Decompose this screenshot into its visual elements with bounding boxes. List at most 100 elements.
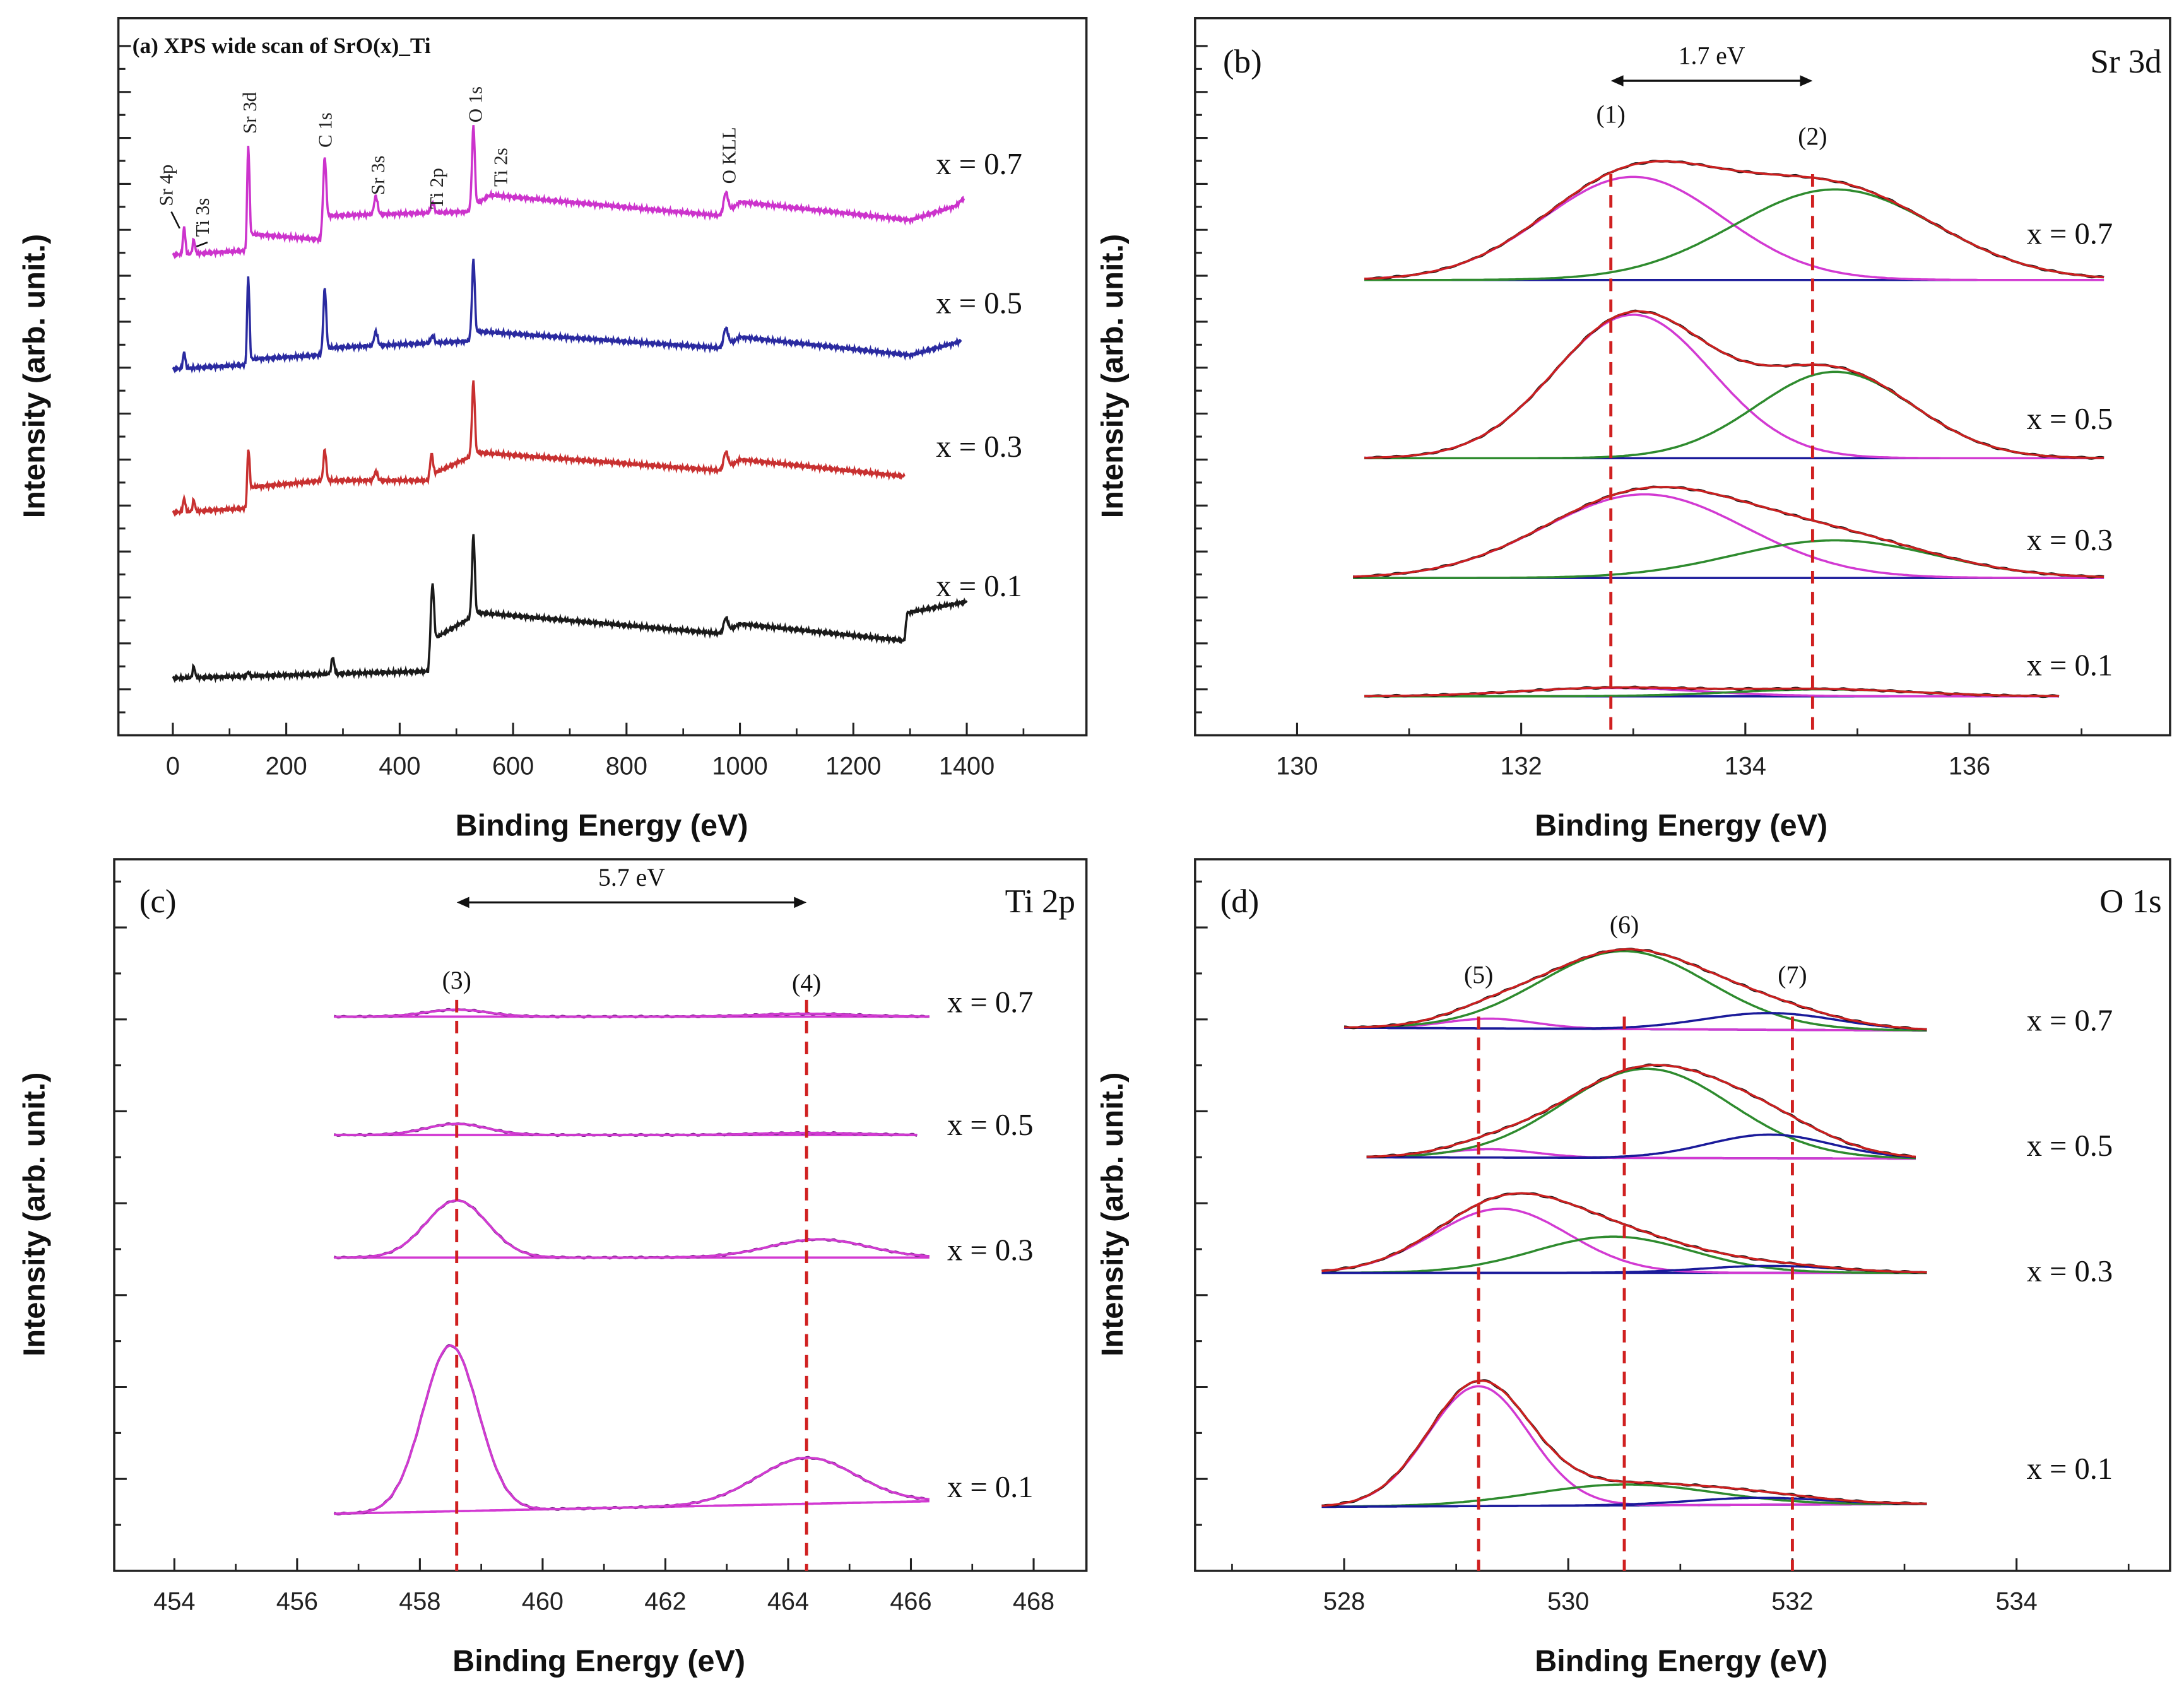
fit-envelope-line: [1353, 486, 2104, 578]
fit-component-line: [1366, 1133, 1916, 1159]
x-tick-label: 130: [1276, 752, 1318, 780]
x-tick-label: 532: [1771, 1588, 1813, 1616]
x-tick-label: 800: [606, 752, 647, 780]
spectrum-line: [172, 534, 968, 684]
x-tick-label: 136: [1949, 752, 1990, 780]
fit-component-line: [1364, 370, 2104, 460]
peak-marker-label: (7): [1778, 961, 1807, 989]
plot-frame: [1194, 16, 2171, 737]
series-label: x = 0.1: [947, 1470, 1034, 1504]
x-tick-label: 456: [276, 1588, 318, 1616]
peak-annotation: O 1s: [464, 86, 487, 123]
x-tick-label: 400: [379, 752, 420, 780]
series-label: x = 0.5: [2027, 402, 2113, 436]
y-axis-title-d: Intensity (arb. unit.): [1095, 1073, 1130, 1356]
y-axis-title-b: Intensity (arb. unit.): [1095, 234, 1130, 518]
panel-a-wide-scan: 0 200 400 600 800 1000 1200 1400 x = 0.7 x = 0.5 x…: [117, 16, 1088, 780]
panel-d-corner-label: O 1s: [2099, 883, 2162, 920]
peak-annotation: Sr 3d: [239, 91, 261, 134]
fit-envelope-line: [334, 1199, 930, 1259]
series-label: x = 0.3: [936, 430, 1022, 464]
x-tick-label: 1000: [712, 752, 767, 780]
series-label: x = 0.5: [947, 1108, 1034, 1142]
panel-c-ti2p: 454 456 458 460 462 464 466 468 x = 0.7 x = 0.5 x …: [113, 858, 1088, 1616]
series-label: x = 0.3: [2027, 1254, 2113, 1288]
fit-component-line: [334, 1344, 930, 1515]
peak-annotation: Ti 3s: [191, 198, 213, 237]
fit-envelope-line: [334, 1344, 930, 1515]
fit-envelope-line: [1344, 948, 1927, 1031]
x-axis-title-d: Binding Energy (eV): [1535, 1644, 1827, 1678]
series-label: x = 0.1: [2027, 1452, 2113, 1486]
series-label: x = 0.7: [2027, 1003, 2113, 1037]
series-label: x = 0.1: [2027, 649, 2113, 683]
peak-annotation: Ti 2s: [489, 148, 511, 187]
x-axis-title-c: Binding Energy (eV): [452, 1644, 745, 1678]
y-axis-title-a: Intensity (arb. unit.): [18, 234, 52, 518]
x-tick-label: 462: [644, 1588, 686, 1616]
x-tick-label: 458: [399, 1588, 440, 1616]
plot-frame: [113, 858, 1088, 1572]
fit-envelope-line: [1364, 686, 2060, 698]
x-tick-label: 600: [492, 752, 534, 780]
fit-envelope-line: [1321, 1192, 1927, 1274]
x-axis-title-b: Binding Energy (eV): [1535, 808, 1827, 842]
fit-envelope-line: [334, 1008, 930, 1018]
x-tick-label: 454: [153, 1588, 195, 1616]
fit-envelope-line: [1364, 160, 2104, 280]
separation-label: 5.7 eV: [598, 864, 665, 891]
x-tick-label: 132: [1501, 752, 1542, 780]
peak-marker-label: (3): [442, 967, 471, 994]
fit-component-line: [1321, 1208, 1927, 1274]
spectrum-line: [172, 259, 962, 374]
fit-component-line: [1364, 175, 2104, 281]
fit-component-line: [1353, 539, 2104, 579]
arrow-head-right-icon: [1800, 75, 1813, 86]
peak-marker-label: (5): [1464, 961, 1493, 989]
peak-annotation: O KLL: [717, 127, 740, 184]
fit-component-line: [1344, 1012, 1927, 1031]
spectrum-line: [172, 125, 965, 260]
arrow-head-right-icon: [794, 897, 807, 908]
peak-annotation: C 1s: [314, 112, 336, 148]
x-tick-label: 1400: [939, 752, 995, 780]
y-axis-title-c: Intensity (arb. unit.): [18, 1073, 52, 1356]
peak-marker-label: (6): [1610, 911, 1639, 939]
arrow-head-left-icon: [456, 897, 469, 908]
panel-b-sr3d: 130 132 134 136 x = 0.7 x = 0.5 x = 0.3 x = 0.1…: [1194, 16, 2171, 780]
peak-annotation: Sr 4p: [155, 165, 177, 206]
fit-component-line: [1366, 1067, 1916, 1160]
x-tick-label: 468: [1013, 1588, 1054, 1616]
series-label: x = 0.3: [947, 1233, 1034, 1267]
measured-spectrum-line: [1352, 485, 2104, 579]
peak-marker-label: (4): [792, 970, 821, 997]
x-tick-label: 464: [767, 1588, 809, 1616]
series-label: x = 0.7: [2027, 216, 2113, 250]
fit-component-line: [1364, 188, 2104, 281]
fit-component-line: [334, 1199, 930, 1259]
x-tick-label: 528: [1323, 1588, 1365, 1616]
fit-component-line: [1344, 949, 1927, 1032]
series-label: x = 0.7: [947, 985, 1034, 1020]
x-tick-label: 1200: [825, 752, 881, 780]
fit-envelope-line: [1366, 1064, 1916, 1158]
peak-annotation: Ti 2p: [425, 168, 447, 209]
panel-c-corner-label: Ti 2p: [1005, 883, 1075, 920]
series-label: x = 0.7: [936, 147, 1022, 181]
series-label: x = 0.1: [936, 569, 1022, 603]
measured-spectrum-line: [333, 1344, 930, 1516]
fit-envelope-line: [334, 1122, 918, 1136]
panel-b-corner-label: Sr 3d: [2090, 44, 2161, 80]
peak-marker-label: (2): [1798, 123, 1827, 151]
series-label: x = 0.3: [2027, 523, 2113, 557]
annotation-leader-line: [196, 241, 208, 247]
separation-label: 1.7 eV: [1679, 42, 1745, 70]
peak-marker-label: (1): [1597, 100, 1626, 128]
plot-frame: [1194, 858, 2171, 1572]
panel-d-o1s: 528 530 532 534 x = 0.7 x = 0.5 x = 0.3 x = 0.1…: [1194, 858, 2171, 1616]
x-tick-label: 460: [522, 1588, 564, 1616]
x-tick-label: 466: [890, 1588, 931, 1616]
fit-component-line: [1344, 1017, 1927, 1032]
x-tick-label: 200: [265, 752, 307, 780]
x-tick-label: 530: [1547, 1588, 1589, 1616]
